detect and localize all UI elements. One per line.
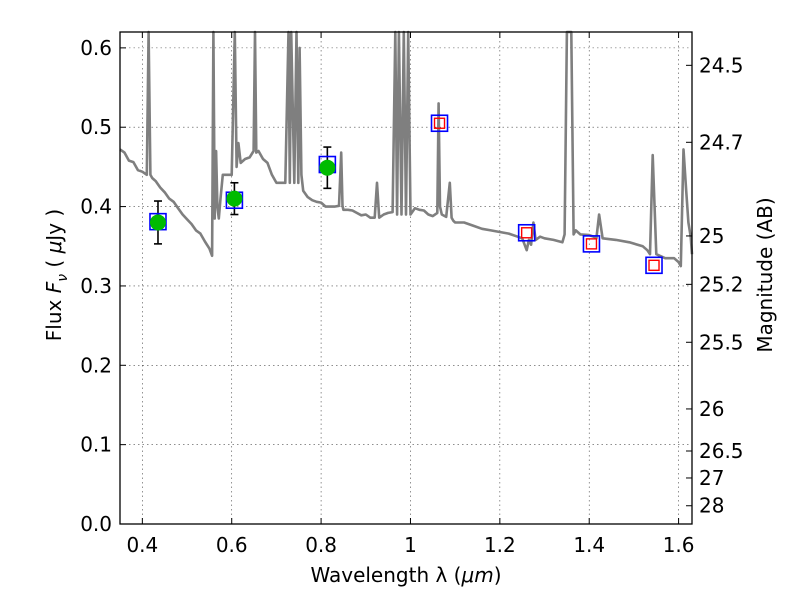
- x-tick-label: 0.8: [305, 533, 337, 557]
- model-box: [430, 114, 449, 133]
- predicted-box: [585, 238, 598, 250]
- y2-tick-label: 24.5: [699, 53, 744, 77]
- model-box: [582, 235, 601, 253]
- spectrum-line: [119, 30, 694, 268]
- model-box: [517, 223, 536, 242]
- x-tick-label: 1.2: [484, 533, 516, 557]
- y-tick-label: 0.5: [80, 115, 112, 139]
- y2-tick-label: 25.2: [699, 272, 744, 296]
- x-axis-label: Wavelength λ (μm): [310, 563, 501, 587]
- x-tick-label: 0.6: [216, 533, 248, 557]
- y2-tick-label: 28: [699, 494, 724, 518]
- observed-point: [319, 159, 336, 176]
- y-tick-label: 0.4: [80, 195, 112, 219]
- x-tick-label: 1: [404, 533, 417, 557]
- y2-tick-label: 25: [699, 224, 724, 248]
- y2-tick-label: 25.5: [699, 330, 744, 354]
- y-tick-label: 0.6: [80, 36, 112, 60]
- y-tick-label: 0.2: [80, 353, 112, 377]
- y-tick-label: 0.0: [80, 512, 112, 536]
- model-box: [645, 256, 663, 275]
- x-tick-label: 0.4: [126, 533, 158, 557]
- predicted-box: [520, 227, 533, 239]
- observed-point: [149, 214, 166, 231]
- predicted-box: [648, 259, 660, 272]
- predicted-box: [433, 117, 446, 129]
- x-tick-label: 1.4: [573, 533, 605, 557]
- y2-tick-label: 24.7: [699, 130, 744, 154]
- markers: [149, 114, 663, 275]
- grid: [120, 32, 692, 525]
- axis-ticks: 0.4 0.6 0.8 1 1.2 1.4 1.6 0.0 0.1 0.2 0.3 0.4 0.5 0.6…: [80, 32, 744, 557]
- spectrum-layer: [119, 30, 694, 268]
- plot-frame: [119, 31, 693, 525]
- y-tick-label: 0.1: [80, 433, 112, 457]
- y-axis-label: Flux Fν ( μJy ): [42, 209, 71, 341]
- y2-tick-label: 26.5: [699, 439, 744, 463]
- y2-tick-label: 27: [699, 466, 724, 490]
- x-tick-label: 1.6: [663, 533, 695, 557]
- y2-tick-label: 26: [699, 397, 724, 421]
- observed-point: [226, 190, 243, 207]
- y2-axis-label: Magnitude (AB): [753, 197, 777, 352]
- y-tick-label: 0.3: [80, 274, 112, 298]
